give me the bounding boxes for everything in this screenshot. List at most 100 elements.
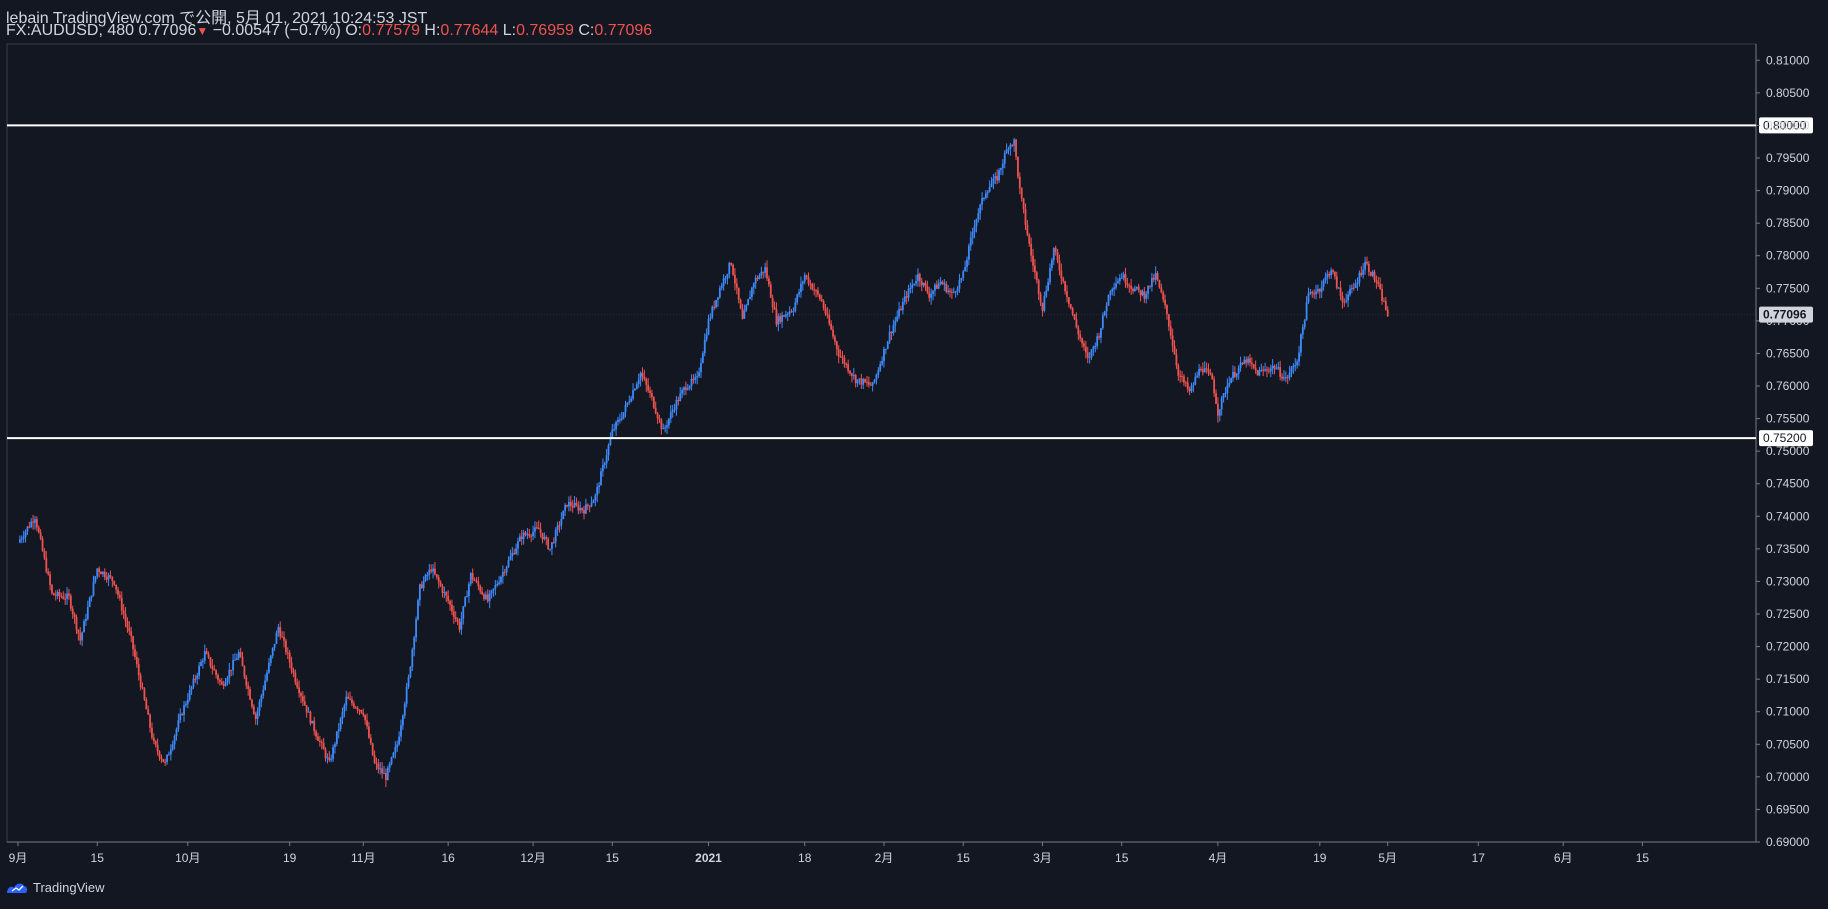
candle-body — [1156, 272, 1159, 280]
candle-body — [867, 382, 870, 385]
candle-body — [541, 532, 544, 540]
candle-body — [239, 652, 242, 657]
candle-body — [545, 536, 548, 539]
candle-body — [934, 284, 936, 291]
candle-body — [684, 387, 687, 390]
candle-body — [1109, 291, 1112, 295]
candle-body — [262, 689, 265, 696]
candle-body — [360, 710, 363, 713]
candle-body — [1056, 251, 1059, 261]
candle-body — [488, 593, 491, 602]
candle-body — [1292, 365, 1295, 368]
candle-body — [313, 720, 316, 732]
candle-body — [69, 595, 72, 609]
candle-body — [1220, 397, 1223, 410]
candle-body — [677, 399, 680, 402]
candle-body — [517, 541, 519, 549]
candle-body — [447, 595, 450, 601]
candle-body — [701, 353, 704, 363]
candle-body — [1169, 326, 1172, 336]
time-tick-label: 3月 — [1033, 851, 1052, 865]
candle-body — [771, 297, 774, 308]
candle-body — [675, 399, 678, 410]
candle-body — [1030, 243, 1033, 256]
candle-body — [939, 281, 942, 284]
candle-body — [1328, 273, 1331, 276]
candle-body — [969, 237, 972, 246]
candle-body — [673, 409, 676, 411]
candle-body — [443, 592, 446, 594]
candle-body — [1209, 372, 1212, 375]
candle-body — [349, 698, 351, 700]
time-tick-label: 2021 — [695, 851, 722, 865]
candle-body — [966, 259, 968, 268]
candle-body — [277, 627, 280, 633]
candle-body — [703, 339, 706, 354]
candle-body — [1079, 334, 1082, 339]
candle-body — [45, 557, 48, 572]
candle-body — [107, 575, 110, 580]
candle-body — [415, 619, 417, 638]
time-tick-label: 19 — [1313, 851, 1327, 865]
candle-body — [660, 419, 663, 430]
candle-body — [254, 714, 257, 719]
time-tick-label: 16 — [441, 851, 455, 865]
low-label: L: — [502, 22, 517, 39]
price-tick-label: 0.70000 — [1766, 770, 1810, 784]
candle-body — [196, 675, 199, 679]
candle-body — [258, 701, 261, 711]
candle-body — [1201, 369, 1204, 373]
symbol-label[interactable]: FX:AUDUSD, 480 — [6, 22, 135, 39]
candle-body — [1264, 369, 1266, 371]
candle-body — [130, 631, 133, 637]
candle-body — [1290, 367, 1293, 373]
candle-body — [466, 596, 468, 598]
candle-body — [698, 372, 700, 377]
candle-body — [1322, 280, 1325, 287]
candle-body — [752, 283, 755, 288]
last-price-tag — [1759, 306, 1813, 323]
tradingview-brand[interactable]: TradingView — [6, 880, 105, 895]
candle-body — [583, 510, 585, 514]
candle-body — [162, 759, 165, 762]
candle-body — [745, 305, 748, 311]
candle-body — [645, 379, 648, 385]
candle-body — [1111, 289, 1114, 292]
candle-body — [626, 402, 629, 406]
candle-body — [1339, 287, 1342, 296]
candle-body — [696, 376, 699, 378]
candle-body — [118, 594, 121, 598]
candle-body — [328, 757, 331, 761]
candle-body — [422, 580, 425, 589]
low-value: 0.76959 — [516, 22, 574, 39]
candle-body — [1126, 283, 1129, 286]
candle-body — [664, 427, 667, 429]
candle-body — [1266, 369, 1268, 371]
candle-body — [52, 593, 55, 596]
candle-body — [901, 301, 904, 311]
candle-body — [543, 536, 546, 540]
candle-body — [984, 193, 987, 198]
candle-body — [737, 287, 740, 300]
candle-body — [790, 311, 793, 313]
candle-body — [743, 310, 746, 319]
candle-body — [562, 510, 565, 520]
candle-body — [1198, 368, 1200, 376]
candle-body — [1284, 377, 1287, 379]
candle-body — [1143, 291, 1146, 299]
candle-body — [920, 281, 923, 286]
price-tick-label: 0.71500 — [1766, 672, 1810, 686]
time-tick-label: 15 — [606, 851, 620, 865]
candle-body — [1150, 277, 1153, 287]
candle-body — [454, 617, 457, 620]
candle-body — [224, 682, 227, 686]
candle-body — [56, 591, 59, 596]
candle-body — [1228, 383, 1231, 386]
candle-body — [805, 275, 808, 278]
candle-body — [964, 267, 967, 272]
candle-body — [1224, 392, 1227, 394]
candle-body — [322, 742, 325, 750]
candle-body — [381, 768, 384, 774]
candle-body — [407, 677, 410, 687]
